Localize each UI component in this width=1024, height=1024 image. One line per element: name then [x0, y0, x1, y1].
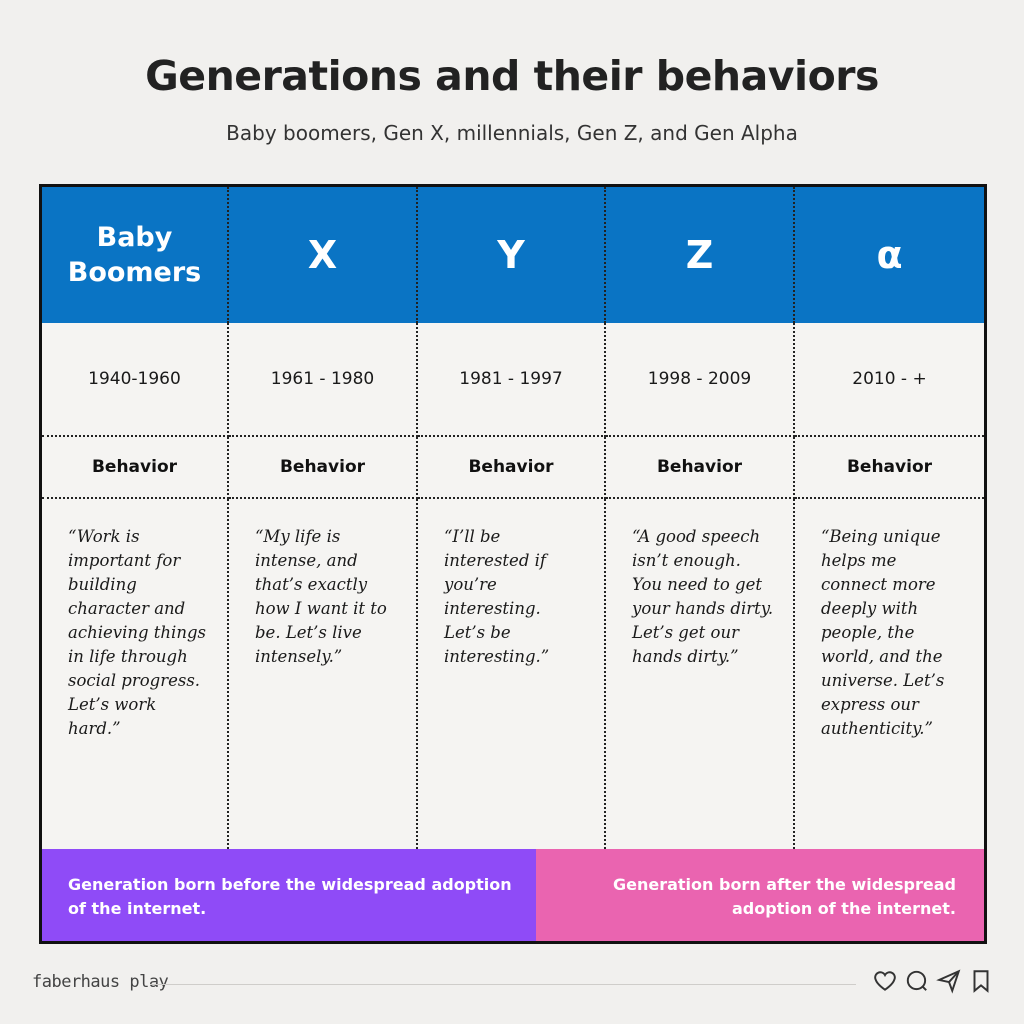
- years-gen-alpha: 2010 - +: [795, 323, 984, 437]
- header-gen-y: Y: [418, 187, 606, 323]
- before-internet-note: Generation born before the widespread ad…: [42, 849, 536, 941]
- behavior-label-gen-x: Behavior: [229, 437, 418, 499]
- quote-gen-z: “A good speech isn’t enough. You need to…: [606, 499, 795, 849]
- quote-baby-boomers: “Work is important for building characte…: [42, 499, 229, 849]
- generations-table: Baby Boomers X Y Z α 1940-1960 1961 - 19…: [39, 184, 987, 944]
- brand-logo: faberhaus play: [32, 972, 169, 992]
- quote-gen-y: “I’ll be interested if you’re interestin…: [418, 499, 606, 849]
- heart-icon[interactable]: [872, 968, 898, 998]
- send-icon[interactable]: [936, 968, 962, 998]
- internet-adoption-bar: Generation born before the widespread ad…: [42, 849, 984, 941]
- quote-gen-alpha: “Being unique helps me connect more deep…: [821, 527, 945, 738]
- divider: [150, 984, 856, 985]
- quote-gen-x: “My life is intense, and that’s exactly …: [229, 499, 418, 849]
- behavior-label-gen-z: Behavior: [606, 437, 795, 499]
- bookmark-icon[interactable]: [968, 968, 994, 998]
- page-subtitle: Baby boomers, Gen X, millennials, Gen Z,…: [226, 121, 798, 145]
- years-gen-y: 1981 - 1997: [418, 323, 606, 437]
- behavior-label-gen-alpha: Behavior: [795, 437, 984, 499]
- header-gen-x: X: [229, 187, 418, 323]
- comment-icon[interactable]: [904, 968, 930, 998]
- years-gen-x: 1961 - 1980: [229, 323, 418, 437]
- years-baby-boomers: 1940-1960: [42, 323, 229, 437]
- behavior-label-baby-boomers: Behavior: [42, 437, 229, 499]
- behavior-label-gen-y: Behavior: [418, 437, 606, 499]
- header-gen-z: Z: [606, 187, 795, 323]
- social-actions: [872, 968, 994, 998]
- header-baby-boomers: Baby Boomers: [42, 187, 229, 323]
- after-internet-note: Generation born after the widespread ado…: [536, 849, 984, 941]
- page-title: Generations and their behaviors: [145, 52, 879, 100]
- years-gen-z: 1998 - 2009: [606, 323, 795, 437]
- header-gen-alpha: α: [795, 187, 984, 323]
